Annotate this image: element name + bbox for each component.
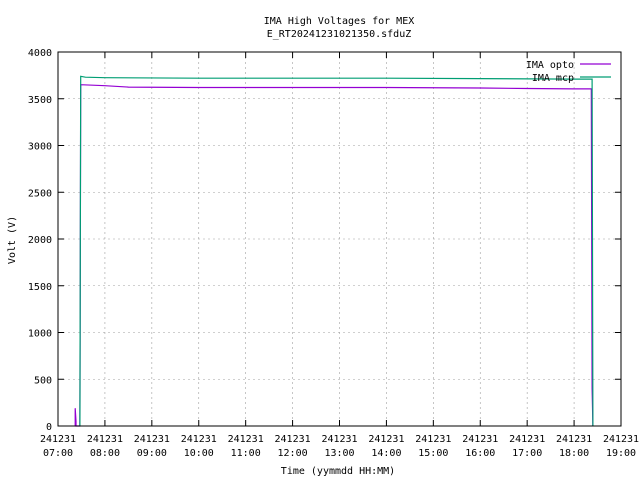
x-tick-label-date: 241231 (40, 434, 76, 445)
y-tick-label: 3000 (28, 142, 52, 153)
x-tick-label-time: 19:00 (606, 448, 636, 459)
x-axis-label: Time (yymmdd HH:MM) (281, 466, 395, 477)
y-tick-label: 2500 (28, 188, 52, 199)
y-tick-label: 500 (34, 375, 52, 386)
x-tick-label-date: 241231 (556, 434, 592, 445)
chart-title: IMA High Voltages for MEX (264, 16, 415, 27)
y-tick-label: 4000 (28, 48, 52, 59)
axis-ticks: 0 500 1000 1500 2000 2500 3000 3500 4000 241231 07… (28, 48, 639, 459)
x-tick-label-time: 17:00 (512, 448, 542, 459)
x-tick-label-date: 241231 (462, 434, 498, 445)
x-tick-label-date: 241231 (509, 434, 545, 445)
legend-label-ima-mcp: IMA mcp (532, 73, 574, 84)
x-tick-label-date: 241231 (87, 434, 123, 445)
series-line-ima-opto (74, 84, 594, 427)
grid (58, 52, 621, 426)
x-tick-label-time: 18:00 (559, 448, 589, 459)
x-tick-label-date: 241231 (368, 434, 404, 445)
series-line-ima-mcp (79, 75, 594, 427)
y-tick-label: 3500 (28, 95, 52, 106)
y-axis-label: Volt (V) (7, 216, 18, 264)
x-tick-label-date: 241231 (181, 434, 217, 445)
y-tick-label: 1000 (28, 329, 52, 340)
x-tick-label-date: 241231 (321, 434, 357, 445)
x-tick-label-time: 11:00 (231, 448, 261, 459)
y-tick-label: 2000 (28, 235, 52, 246)
x-tick-label-time: 08:00 (90, 448, 120, 459)
x-tick-label-date: 241231 (603, 434, 639, 445)
x-tick-label-date: 241231 (228, 434, 264, 445)
x-tick-label-time: 07:00 (43, 448, 73, 459)
legend: IMA opto IMA mcp (526, 60, 611, 84)
plot-frame (57, 51, 622, 427)
legend-label-ima-opto: IMA opto (526, 60, 574, 71)
y-tick-label: 1500 (28, 282, 52, 293)
x-tick-label-time: 16:00 (465, 448, 495, 459)
x-tick-label-time: 15:00 (418, 448, 448, 459)
x-tick-label-date: 241231 (415, 434, 451, 445)
x-tick-label-time: 09:00 (137, 448, 167, 459)
x-tick-label-time: 13:00 (324, 448, 354, 459)
y-tick-label: 0 (46, 422, 52, 433)
x-tick-label-date: 241231 (134, 434, 170, 445)
chart-subtitle: E_RT20241231021350.sfduZ (267, 29, 412, 40)
series-lines (74, 75, 594, 427)
x-tick-label-time: 10:00 (184, 448, 214, 459)
x-tick-label-time: 14:00 (371, 448, 401, 459)
x-tick-label-time: 12:00 (278, 448, 308, 459)
x-tick-label-date: 241231 (275, 434, 311, 445)
